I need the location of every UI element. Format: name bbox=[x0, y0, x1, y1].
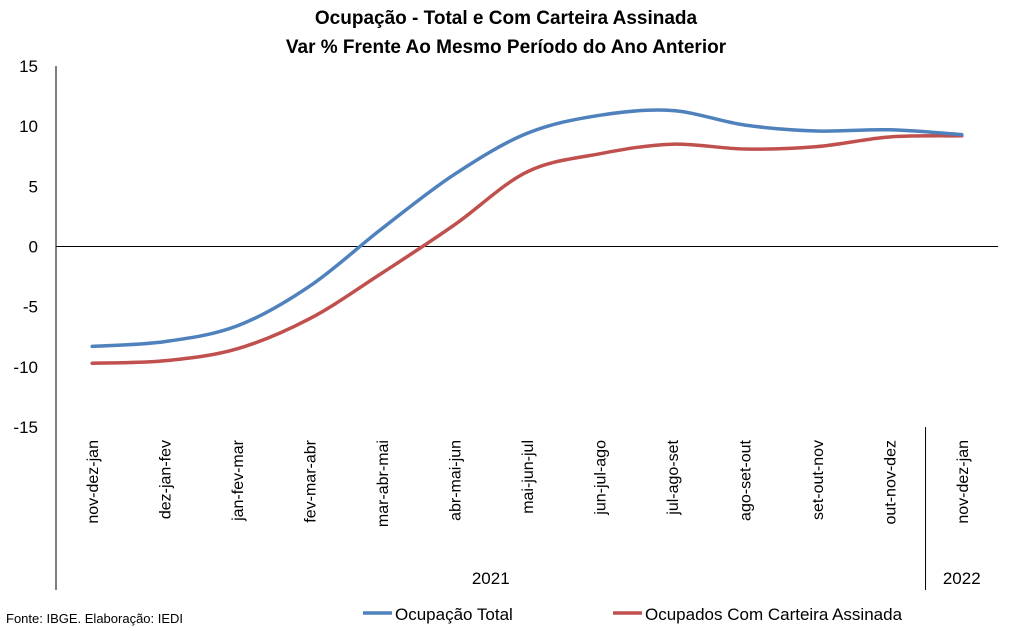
y-tick-label: 5 bbox=[29, 177, 38, 196]
x-tick-label: jun-jul-ago bbox=[592, 440, 609, 516]
x-tick-label: out-nov-dez bbox=[882, 440, 899, 525]
series-line-2 bbox=[90, 134, 964, 365]
x-tick-label: fev-mar-abr bbox=[303, 439, 320, 522]
x-tick-label: nov-dez-jan bbox=[955, 440, 972, 524]
chart-subtitle: Var % Frente Ao Mesmo Período do Ano Ant… bbox=[286, 37, 727, 58]
series-line-1 bbox=[90, 108, 964, 349]
year-label: 2021 bbox=[472, 569, 510, 588]
y-tick-label: 0 bbox=[29, 238, 38, 257]
x-tick-label: jan-fev-mar bbox=[230, 439, 247, 522]
legend-label-2: Ocupados Com Carteira Assinada bbox=[645, 605, 903, 624]
y-tick-label: -5 bbox=[23, 298, 38, 317]
year-label: 2022 bbox=[943, 569, 981, 588]
x-tick-label: mar-abr-mai bbox=[375, 440, 392, 527]
y-tick-label: 15 bbox=[19, 57, 38, 76]
y-tick-label: -15 bbox=[13, 418, 38, 437]
y-tick-label: -10 bbox=[13, 358, 38, 377]
x-tick-label: nov-dez-jan bbox=[85, 440, 102, 524]
x-tick-label: abr-mai-jun bbox=[448, 440, 465, 521]
x-tick-label: ago-set-out bbox=[737, 439, 754, 520]
chart-title: Ocupação - Total e Com Carteira Assinada bbox=[315, 8, 698, 29]
x-tick-label: dez-jan-fev bbox=[158, 440, 175, 519]
x-tick-label: set-out-nov bbox=[810, 440, 827, 520]
x-tick-label: jul-ago-set bbox=[665, 439, 682, 515]
legend-label-1: Ocupação Total bbox=[395, 605, 513, 624]
x-tick-label: mai-jun-jul bbox=[520, 440, 537, 514]
source-note: Fonte: IBGE. Elaboração: IEDI bbox=[6, 611, 183, 626]
y-tick-label: 10 bbox=[19, 117, 38, 136]
